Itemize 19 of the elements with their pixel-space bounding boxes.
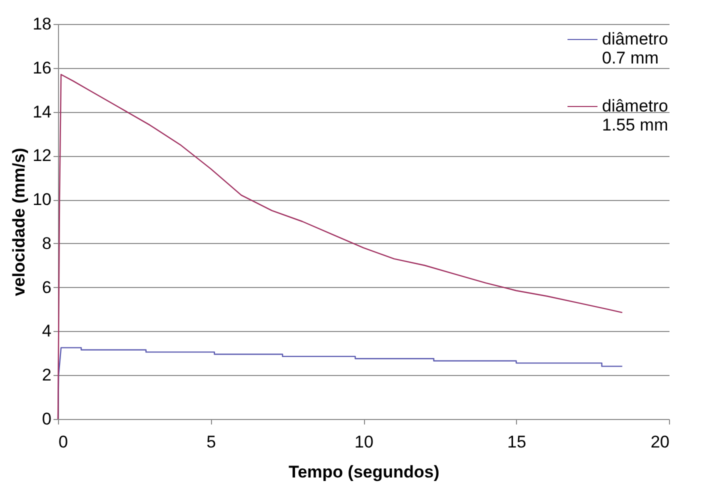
y-tick-label: 18	[32, 14, 52, 34]
y-tick-label: 16	[32, 58, 52, 78]
x-tick-label: 15	[507, 432, 526, 452]
y-tick-label: 6	[42, 278, 52, 297]
y-tick-label: 12	[32, 146, 52, 166]
y-axis-title: velocidade (mm/s)	[10, 148, 29, 296]
x-tick-label: 0	[58, 432, 68, 452]
y-tick-label: 2	[42, 366, 52, 385]
x-tick-label: 5	[206, 432, 216, 452]
y-tick-label: 8	[42, 234, 52, 253]
y-tick-label: 14	[32, 102, 52, 122]
x-axis-title: Tempo (segundos)	[288, 462, 440, 482]
x-tick-label: 20	[650, 432, 670, 452]
legend-label: diâmetro 0.7 mm	[602, 30, 668, 68]
y-tick-label: 10	[32, 190, 52, 210]
y-tick-label: 4	[42, 322, 52, 341]
y-tick-label: 0	[42, 410, 52, 428]
legend-label: diâmetro 1.55 mm	[602, 96, 668, 134]
x-tick-label: 10	[354, 432, 374, 452]
